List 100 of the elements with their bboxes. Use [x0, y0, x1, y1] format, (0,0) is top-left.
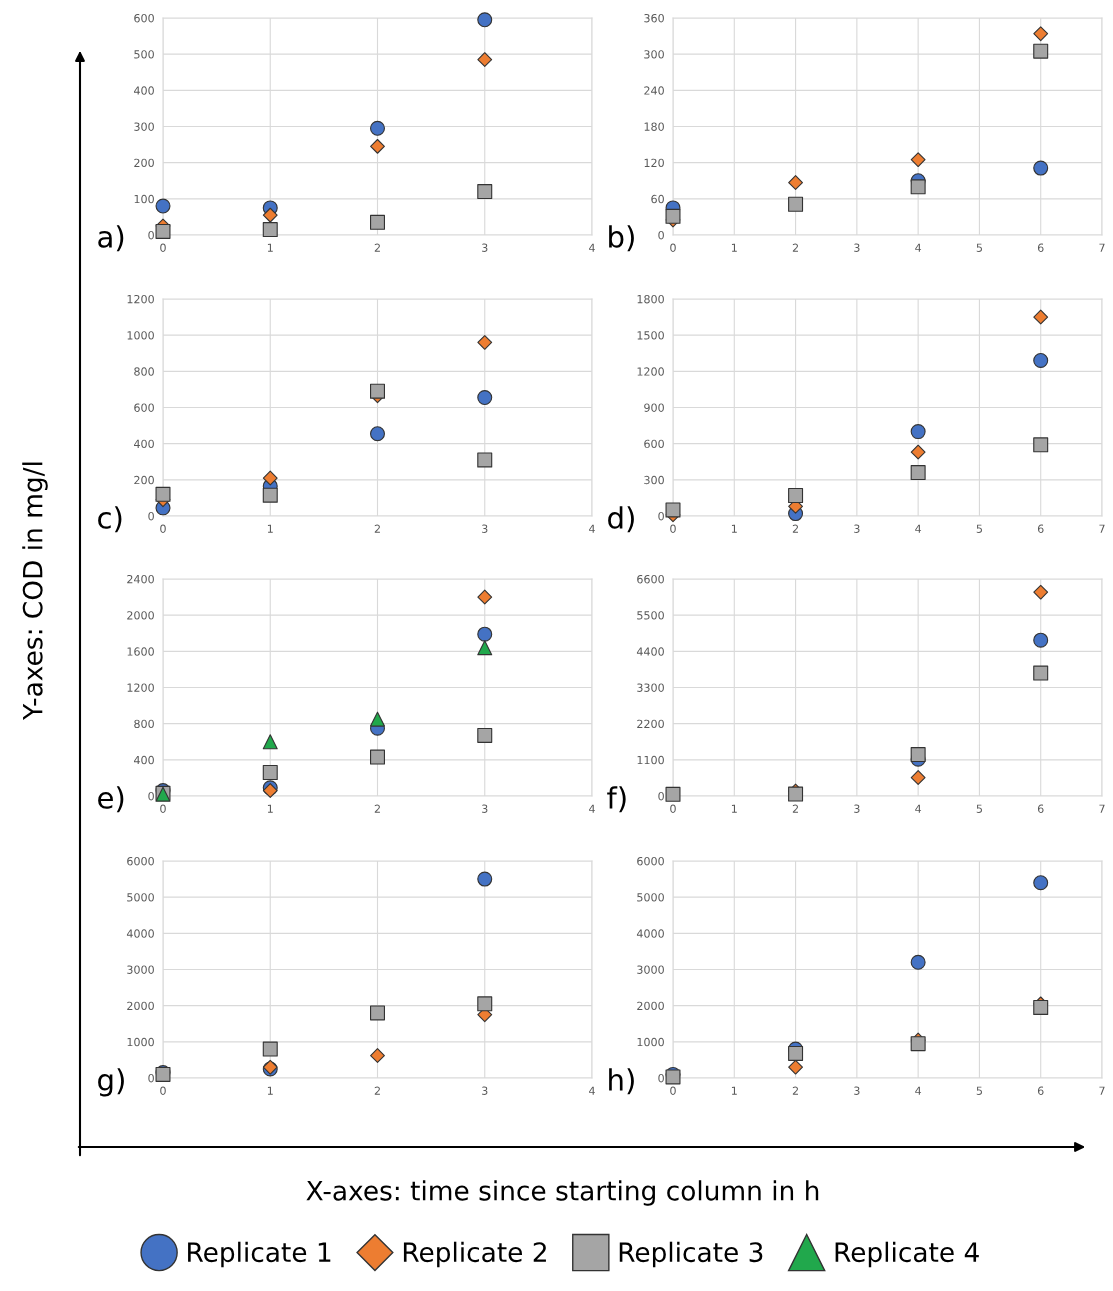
- y-tick-label: 0: [148, 230, 154, 240]
- y-tick-label: 1800: [637, 294, 664, 304]
- y-tick-label: 5500: [637, 611, 664, 620]
- y-tick-label: 400: [134, 86, 154, 95]
- y-tick-label: 600: [134, 403, 154, 412]
- x-tick-label: 5: [976, 524, 982, 533]
- y-tick-label: 1000: [127, 1037, 154, 1047]
- y-tick-label: 4400: [636, 647, 664, 656]
- y-tick-label: 400: [134, 755, 154, 765]
- text: h): [609, 1068, 634, 1095]
- y-tick-label: 300: [644, 475, 664, 485]
- y-tick-label: 120: [644, 158, 664, 168]
- x-tick-label: 0: [160, 243, 166, 252]
- x-tick-label: 1: [267, 804, 273, 813]
- y-tick-label: 400: [134, 439, 154, 449]
- x-tick-label: 1: [267, 524, 273, 533]
- y-tick-label: 1200: [127, 683, 154, 692]
- y-tick-label: 0: [148, 511, 154, 521]
- x-tick-label: 6: [1037, 243, 1044, 252]
- y-tick-label: 0: [658, 230, 664, 240]
- text: Y-axes: COD in mg/l: [22, 462, 48, 720]
- y-tick-label: 1000: [637, 1037, 664, 1047]
- x-tick-label: 1: [731, 1086, 737, 1095]
- y-tick-label: 1100: [637, 755, 664, 765]
- x-tick-label: 3: [854, 804, 860, 813]
- text: f): [607, 786, 626, 813]
- x-tick-label: 7: [1099, 804, 1105, 813]
- y-tick-label: 0: [658, 791, 664, 801]
- y-tick-label: 2000: [127, 1001, 154, 1011]
- x-tick-label: 7: [1099, 1086, 1105, 1095]
- x-tick-label: 0: [670, 804, 676, 813]
- y-tick-label: 0: [148, 791, 154, 801]
- x-tick-label: 4: [915, 1086, 922, 1095]
- x-tick-label: 0: [160, 524, 166, 533]
- x-tick-label: 4: [915, 243, 922, 252]
- y-tick-label: 360: [644, 13, 664, 23]
- legend-label: Replicate 3: [619, 1241, 763, 1268]
- x-tick-label: 4: [589, 243, 595, 252]
- y-tick-label: 500: [134, 50, 154, 59]
- y-tick-label: 1000: [127, 331, 154, 340]
- y-tick-label: 1500: [637, 331, 664, 340]
- y-tick-label: 2000: [637, 1001, 664, 1011]
- text: b): [609, 225, 634, 252]
- x-tick-label: 3: [854, 1086, 860, 1095]
- x-tick-label: 2: [792, 1086, 798, 1095]
- y-tick-label: 240: [644, 86, 664, 95]
- y-tick-label: 60: [651, 194, 664, 204]
- x-tick-label: 1: [731, 524, 737, 533]
- y-tick-label: 4000: [126, 929, 154, 938]
- x-tick-label: 4: [589, 524, 595, 533]
- text: e): [98, 786, 124, 813]
- y-tick-label: 3300: [637, 683, 664, 692]
- y-tick-label: 6600: [637, 574, 664, 584]
- y-tick-label: 0: [148, 1073, 154, 1083]
- y-tick-label: 300: [134, 122, 154, 131]
- y-tick-label: 2400: [127, 574, 154, 584]
- x-tick-label: 6: [1037, 524, 1044, 533]
- x-tick-label: 1: [731, 243, 737, 252]
- x-tick-label: 2: [374, 804, 380, 813]
- y-tick-label: 0: [658, 1073, 664, 1083]
- text: c): [98, 506, 122, 533]
- text: g): [98, 1068, 124, 1097]
- y-tick-label: 600: [644, 439, 664, 449]
- y-tick-label: 180: [644, 122, 664, 131]
- y-tick-label: 6000: [637, 856, 664, 866]
- y-tick-label: 300: [644, 50, 664, 59]
- x-tick-label: 3: [854, 524, 860, 533]
- y-tick-label: 4000: [636, 929, 664, 938]
- x-tick-label: 5: [976, 1086, 982, 1095]
- text: X-axes: time since starting column in h: [306, 1180, 819, 1206]
- x-tick-label: 2: [374, 243, 380, 252]
- x-tick-label: 2: [374, 524, 380, 533]
- x-tick-label: 3: [482, 524, 488, 533]
- x-tick-label: 3: [482, 1086, 488, 1095]
- x-tick-label: 5: [976, 804, 982, 813]
- x-tick-label: 4: [589, 804, 595, 813]
- x-tick-label: 6: [1037, 804, 1044, 813]
- y-tick-label: 5000: [127, 893, 154, 902]
- x-tick-label: 2: [374, 1086, 380, 1095]
- y-tick-label: 200: [134, 158, 154, 168]
- x-tick-label: 1: [267, 1086, 273, 1095]
- y-tick-label: 2200: [637, 719, 664, 729]
- legend-label: Replicate 2: [403, 1241, 546, 1268]
- x-tick-label: 7: [1099, 524, 1105, 533]
- y-tick-label: 100: [134, 194, 154, 204]
- x-tick-label: 2: [792, 524, 798, 533]
- x-tick-label: 7: [1099, 243, 1105, 252]
- x-tick-label: 3: [482, 804, 488, 813]
- y-tick-label: 200: [134, 475, 154, 485]
- x-tick-label: 3: [854, 243, 860, 252]
- text: d): [608, 506, 634, 533]
- x-tick-label: 5: [976, 243, 982, 252]
- x-tick-label: 0: [670, 1086, 676, 1095]
- y-tick-label: 600: [134, 13, 154, 23]
- y-tick-label: 0: [658, 511, 664, 521]
- x-tick-label: 6: [1037, 1086, 1044, 1095]
- y-tick-label: 3000: [127, 965, 154, 974]
- y-tick-label: 800: [134, 367, 154, 376]
- x-tick-label: 0: [670, 243, 676, 252]
- y-tick-label: 6000: [127, 856, 154, 866]
